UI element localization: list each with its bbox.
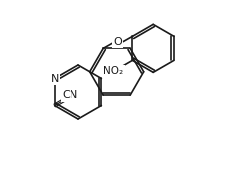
Text: C: C [62,90,70,101]
Text: N: N [69,90,77,101]
Text: O: O [113,37,122,47]
Text: NO₂: NO₂ [103,66,124,76]
Text: N: N [50,74,59,84]
